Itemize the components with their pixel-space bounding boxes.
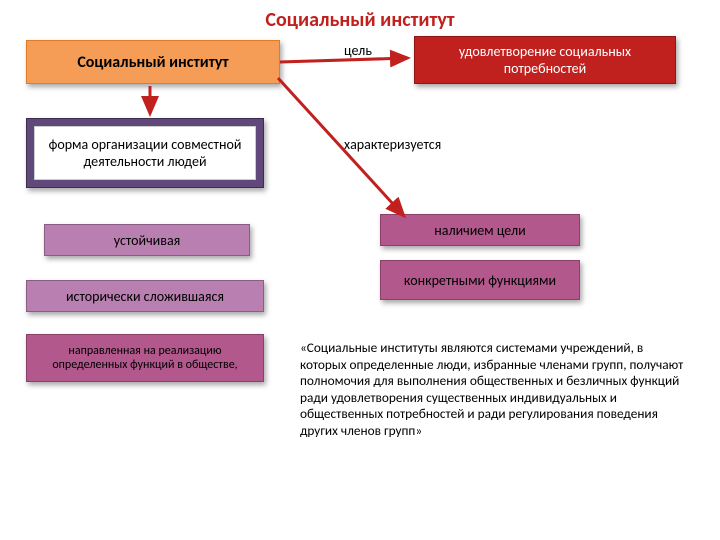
box-goal-text: удовлетворение социальных потребностей — [423, 43, 667, 77]
box-goal-presence-text: наличием цели — [434, 222, 525, 239]
box-functions: направленная на реализацию определенных … — [26, 334, 264, 382]
box-main-text: Социальный институт — [77, 53, 228, 72]
label-characterized: характеризуется — [344, 136, 441, 153]
box-historical-text: исторически сложившаяся — [66, 288, 224, 305]
label-goal: цель — [344, 42, 372, 59]
box-main: Социальный институт — [26, 40, 280, 84]
box-functions-text: направленная на реализацию определенных … — [35, 344, 255, 372]
page-title: Социальный институт — [0, 8, 720, 32]
box-form-text: форма организации совместной деятельност… — [39, 136, 251, 170]
box-concrete-functions-text: конкретными функциями — [404, 272, 556, 289]
box-stable: устойчивая — [44, 224, 250, 256]
box-historical: исторически сложившаяся — [26, 280, 264, 312]
box-concrete-functions: конкретными функциями — [380, 260, 580, 300]
box-goal: удовлетворение социальных потребностей — [414, 36, 676, 84]
box-form-inner: форма организации совместной деятельност… — [34, 126, 256, 180]
quote-text: «Социальные институты являются системами… — [300, 340, 690, 440]
box-stable-text: устойчивая — [114, 232, 181, 249]
box-form: форма организации совместной деятельност… — [26, 118, 264, 188]
box-goal-presence: наличием цели — [380, 214, 580, 246]
